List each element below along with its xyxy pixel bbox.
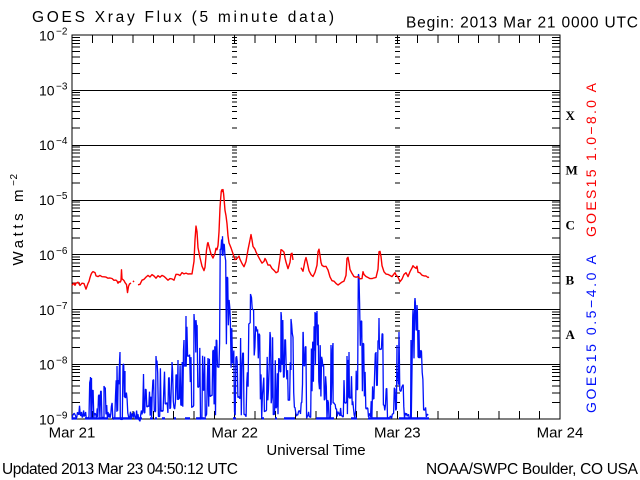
- svg-text:−4: −4: [56, 136, 68, 147]
- svg-text:Mar 21: Mar 21: [49, 425, 96, 442]
- svg-text:GOES15 1.0−8.0 A: GOES15 1.0−8.0 A: [583, 82, 599, 237]
- svg-text:10: 10: [39, 28, 55, 44]
- svg-text:NOAA/SWPC Boulder, CO USA: NOAA/SWPC Boulder, CO USA: [426, 461, 639, 478]
- svg-text:M: M: [566, 163, 578, 178]
- svg-text:−5: −5: [56, 191, 68, 202]
- svg-text:Mar 22: Mar 22: [211, 425, 258, 442]
- svg-text:10: 10: [39, 247, 55, 263]
- svg-text:10: 10: [39, 302, 55, 318]
- svg-text:10: 10: [39, 357, 55, 373]
- svg-text:Begin: 2013 Mar 21 0000 UTC: Begin: 2013 Mar 21 0000 UTC: [406, 15, 638, 32]
- svg-text:−3: −3: [56, 81, 68, 92]
- svg-text:Mar 23: Mar 23: [374, 425, 421, 442]
- svg-text:−2: −2: [56, 27, 68, 38]
- svg-text:10: 10: [39, 82, 55, 98]
- svg-text:C: C: [566, 218, 575, 233]
- svg-text:X: X: [566, 108, 576, 123]
- svg-text:10: 10: [39, 192, 55, 208]
- svg-text:10: 10: [39, 412, 55, 428]
- svg-text:A: A: [566, 327, 576, 342]
- svg-text:Universal Time: Universal Time: [266, 442, 365, 459]
- svg-text:Mar 24: Mar 24: [537, 425, 584, 442]
- svg-text:−7: −7: [56, 301, 68, 312]
- svg-text:10: 10: [39, 137, 55, 153]
- svg-text:−9: −9: [56, 411, 68, 422]
- svg-text:B: B: [566, 272, 575, 287]
- svg-text:Watts m−2: Watts m−2: [9, 173, 27, 265]
- svg-text:Updated 2013 Mar 23 04:50:12 U: Updated 2013 Mar 23 04:50:12 UTC: [2, 461, 238, 478]
- svg-text:−6: −6: [56, 246, 68, 257]
- svg-text:−8: −8: [56, 356, 68, 367]
- svg-text:GOES15 0.5−4.0 A: GOES15 0.5−4.0 A: [583, 254, 599, 413]
